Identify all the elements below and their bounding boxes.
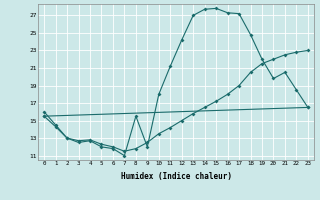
- X-axis label: Humidex (Indice chaleur): Humidex (Indice chaleur): [121, 172, 231, 181]
